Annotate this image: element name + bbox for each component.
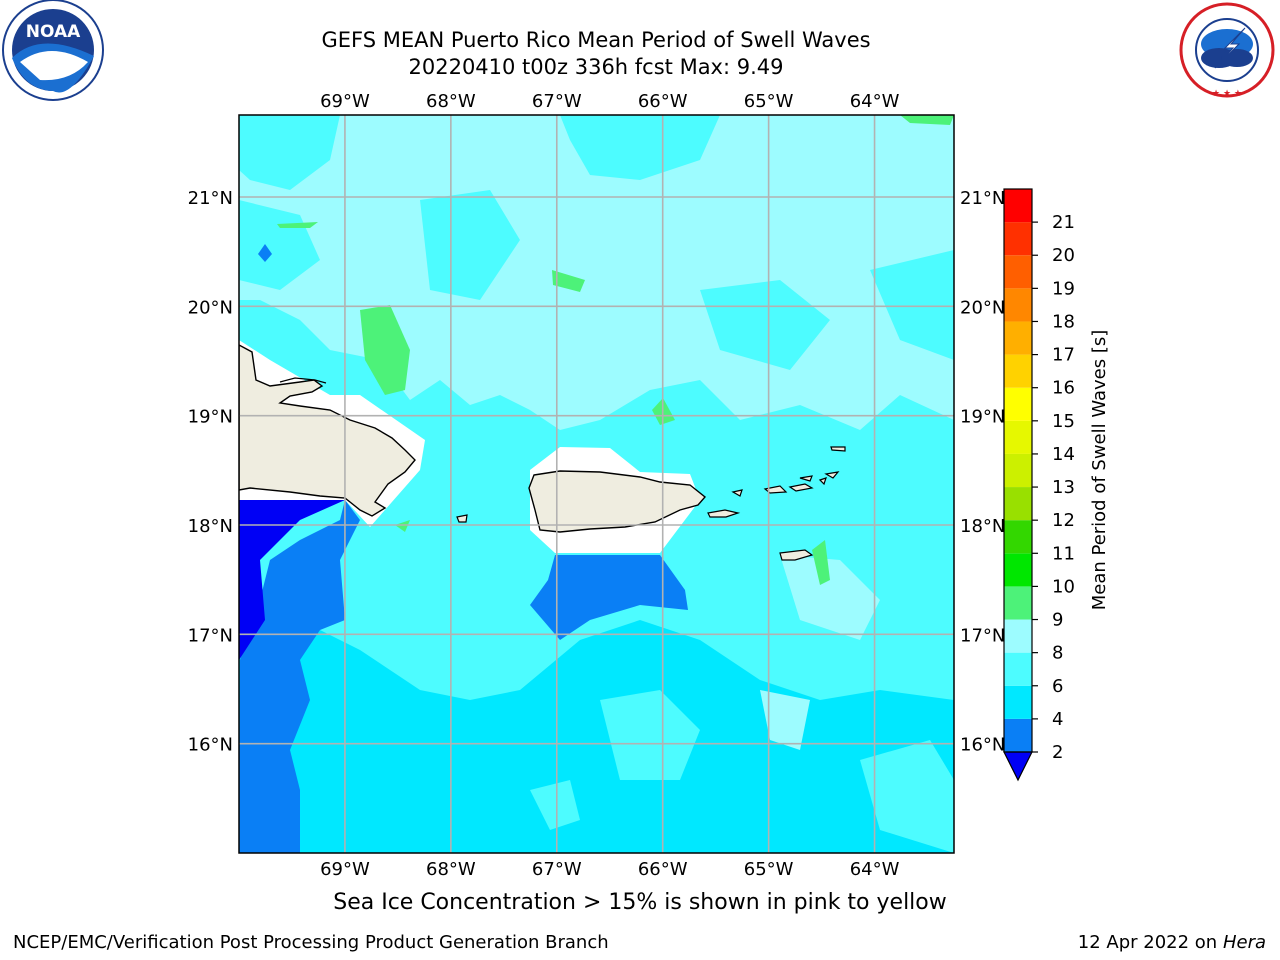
lat-label-right: 16°N <box>960 735 1005 756</box>
colorbar-segment <box>1004 189 1032 223</box>
host-name: Hera <box>1222 932 1266 953</box>
lon-label-top: 64°W <box>850 91 900 112</box>
colorbar-tick-label: 20 <box>1052 245 1075 266</box>
map-subtitle: 20220410 t00z 336h fcst Max: 9.49 <box>408 55 784 79</box>
svg-text:★ ★ ★: ★ ★ ★ <box>1212 89 1242 99</box>
colorbar-segment <box>1004 520 1032 554</box>
colorbar-tick-label: 15 <box>1052 411 1075 432</box>
colorbar-tick-label: 4 <box>1052 709 1063 730</box>
colorbar-segment <box>1004 453 1032 488</box>
swell-period-field <box>239 115 954 853</box>
map-title: GEFS MEAN Puerto Rico Mean Period of Swe… <box>321 28 871 52</box>
colorbar-segment <box>1004 652 1032 686</box>
lat-label-left: 19°N <box>188 407 233 428</box>
colorbar-extend-arrow <box>1003 751 1033 782</box>
lon-label-bottom: 68°W <box>426 859 476 880</box>
colorbar-tick-label: 14 <box>1052 444 1075 465</box>
lon-label-top: 68°W <box>426 91 476 112</box>
lon-label-top: 66°W <box>638 91 688 112</box>
colorbar-frame <box>1003 188 1033 753</box>
lat-label-left: 20°N <box>188 297 233 318</box>
colorbar-segment <box>1004 553 1032 587</box>
colorbar-segment <box>1004 354 1032 388</box>
sea-ice-footnote: Sea Ice Concentration > 15% is shown in … <box>333 890 947 915</box>
generation-date-text: 12 Apr 2022 on <box>1077 932 1218 953</box>
colorbar-tick-label: 11 <box>1052 543 1075 564</box>
colorbar-segment <box>1004 420 1032 454</box>
colorbar: 2 4 6 8 9 10 11 12 13 14 15 16 17 18 19 20 21 <box>1003 188 1075 782</box>
lon-labels-top: 69°W 68°W 67°W 66°W 65°W 64°W <box>320 91 900 112</box>
lat-labels-right: 21°N 20°N 19°N 18°N 17°N 16°N <box>960 188 1005 756</box>
lat-label-left: 18°N <box>188 516 233 537</box>
noaa-logo-text: NOAA <box>26 22 81 42</box>
lon-label-bottom: 65°W <box>744 859 794 880</box>
graticule <box>239 115 954 853</box>
generation-date: 12 Apr 2022 on Hera <box>1078 932 1266 953</box>
map-frame <box>238 114 955 854</box>
colorbar-label: Mean Period of Swell Waves [s] <box>1089 330 1110 611</box>
colorbar-tick-label: 8 <box>1052 643 1063 664</box>
colorbar-segment <box>1004 288 1032 322</box>
lon-label-bottom: 67°W <box>532 859 582 880</box>
colorbar-tick-label: 13 <box>1052 477 1075 498</box>
lon-label-top: 69°W <box>320 91 370 112</box>
lon-label-top: 65°W <box>744 91 794 112</box>
colorbar-tick-label: 17 <box>1052 345 1075 366</box>
lat-label-left: 21°N <box>188 188 233 209</box>
colorbar-segment <box>1004 255 1032 289</box>
lat-label-right: 18°N <box>960 516 1005 537</box>
lon-label-bottom: 69°W <box>320 859 370 880</box>
lat-label-right: 17°N <box>960 625 1005 646</box>
colorbar-segment <box>1004 487 1032 521</box>
colorbar-tick-label: 16 <box>1052 378 1075 399</box>
colorbar-tick-label: 10 <box>1052 576 1075 597</box>
colorbar-tick-label: 12 <box>1052 510 1075 531</box>
lat-label-left: 16°N <box>188 735 233 756</box>
colorbar-segment <box>1004 222 1032 256</box>
colorbar-tick-label: 9 <box>1052 610 1063 631</box>
lon-label-bottom: 66°W <box>638 859 688 880</box>
colorbar-segment <box>1004 685 1032 719</box>
lon-labels-bottom: 69°W 68°W 67°W 66°W 65°W 64°W <box>320 859 900 880</box>
colorbar-tick-label: 2 <box>1052 742 1063 763</box>
colorbar-tick-label: 6 <box>1052 676 1063 697</box>
lat-label-left: 17°N <box>188 625 233 646</box>
colorbar-tick-label: 19 <box>1052 278 1075 299</box>
nws-logo: ★ ★ ★ <box>1179 2 1275 99</box>
colorbar-segment <box>1004 321 1032 355</box>
colorbar-tick-label: 21 <box>1052 212 1075 233</box>
lat-label-right: 20°N <box>960 297 1005 318</box>
noaa-logo: NOAA <box>2 0 104 101</box>
lat-label-right: 19°N <box>960 407 1005 428</box>
colorbar-tick-label: 18 <box>1052 311 1075 332</box>
lon-label-bottom: 64°W <box>850 859 900 880</box>
lat-labels-left: 21°N 20°N 19°N 18°N 17°N 16°N <box>188 188 233 756</box>
colorbar-segment <box>1004 718 1032 752</box>
producer-credit: NCEP/EMC/Verification Post Processing Pr… <box>13 932 609 953</box>
colorbar-segment <box>1004 586 1032 620</box>
lon-label-top: 67°W <box>532 91 582 112</box>
colorbar-segment <box>1004 619 1032 653</box>
lat-label-right: 21°N <box>960 188 1005 209</box>
colorbar-segment <box>1004 387 1032 421</box>
